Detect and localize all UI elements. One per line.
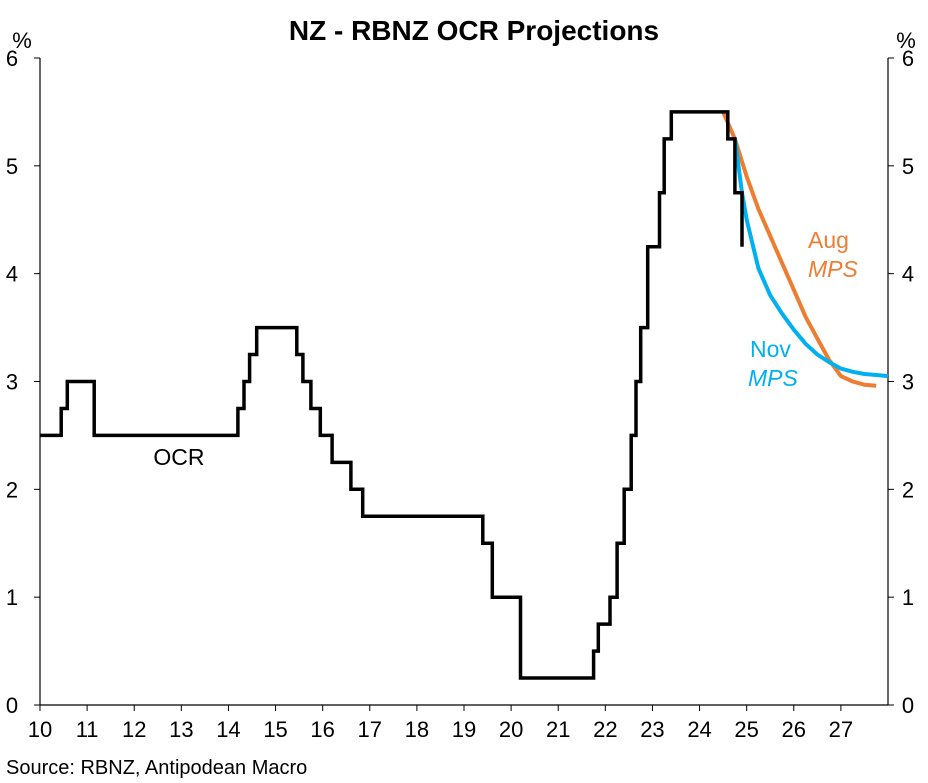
y-tick-label-right: 5 — [902, 154, 914, 179]
series-line-nov-mps — [732, 138, 889, 379]
y-tick-label-left: 3 — [6, 370, 18, 395]
x-tick-label: 17 — [358, 717, 382, 742]
y-tick-label-right: 4 — [902, 262, 914, 287]
y-tick-label-right: 2 — [902, 477, 914, 502]
y-tick-label-left: 1 — [6, 585, 18, 610]
aug-mps-label-line2: MPS — [808, 256, 859, 282]
series-labels: OCR Aug MPS Nov MPS — [153, 227, 858, 470]
x-tick-label: 15 — [263, 717, 287, 742]
aug-mps-label-line1: Aug — [808, 227, 849, 253]
y-tick-label-right: 1 — [902, 585, 914, 610]
x-tick-label: 26 — [782, 717, 806, 742]
series-layer — [40, 110, 889, 680]
x-tick-label: 25 — [734, 717, 758, 742]
x-tick-label: 16 — [310, 717, 334, 742]
source-note: Source: RBNZ, Antipodean Macro — [6, 757, 308, 779]
x-tick-label: 21 — [546, 717, 570, 742]
x-tick-label: 20 — [499, 717, 523, 742]
nov-mps-label-line2: MPS — [748, 365, 799, 391]
x-tick-label: 14 — [216, 717, 240, 742]
y-tick-label-left: 4 — [6, 262, 18, 287]
y-tick-label-left: 6 — [6, 46, 18, 71]
x-tick-label: 13 — [169, 717, 193, 742]
x-tick-label: 23 — [640, 717, 664, 742]
x-tick-label: 27 — [829, 717, 853, 742]
x-tick-label: 18 — [405, 717, 429, 742]
ocr-label: OCR — [153, 444, 204, 470]
series-line-aug-mps — [721, 111, 877, 388]
series-line-ocr — [40, 110, 744, 680]
x-tick-label: 11 — [76, 717, 99, 742]
y-tick-label-left: 5 — [6, 154, 18, 179]
y-tick-label-right: 3 — [902, 370, 914, 395]
right-axis-unit: % — [896, 28, 916, 53]
y-tick-label-right: 6 — [902, 46, 914, 71]
y-tick-label-left: 0 — [6, 693, 18, 718]
axes: 0 01 12 23 34 45 56 610 11 12 13 14 15 16 17 18 19 20 21 22… — [6, 46, 914, 742]
left-axis-unit: % — [12, 28, 32, 53]
x-tick-label: 12 — [122, 717, 146, 742]
y-tick-label-right: 0 — [902, 693, 914, 718]
x-tick-label: 10 — [28, 717, 52, 742]
x-tick-label: 19 — [452, 717, 476, 742]
chart-title: NZ - RBNZ OCR Projections — [289, 15, 659, 46]
nov-mps-label-line1: Nov — [750, 336, 791, 362]
x-tick-label: 22 — [593, 717, 617, 742]
x-tick-label: 24 — [687, 717, 711, 742]
y-tick-label-left: 2 — [6, 477, 18, 502]
